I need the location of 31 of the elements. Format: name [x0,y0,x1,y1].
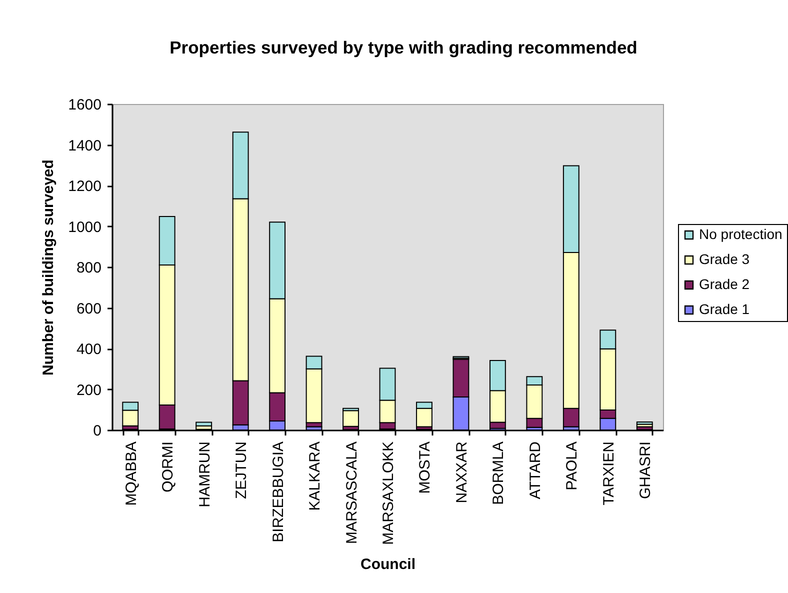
x-tick-label: QORMI [160,442,177,492]
y-tick-label: 200 [76,382,102,399]
x-tick-label: MARSAXLOKK [380,442,397,545]
legend-label: No protection [699,226,782,242]
chart-title: Properties surveyed by type with grading recommended [170,38,638,58]
x-tick-label: MOSTA [416,442,434,494]
x-tick-label: HAMRUN [196,442,214,508]
legend-label: Grade 2 [699,276,750,292]
y-tick-label: 1000 [68,218,102,236]
x-tick-label: KALKARA [306,442,324,511]
x-tick-label: MQABBA [122,442,140,506]
x-tick-label: NAXXAR [453,441,470,504]
y-tick-label: 1200 [68,178,102,195]
y-tick-label: 1400 [68,137,102,154]
y-axis-title: Number of buildings surveyed [40,160,58,376]
x-tick-label: GHASRI [637,442,654,500]
x-tick-label: BORMLA [490,442,508,505]
y-tick-label: 0 [93,422,102,440]
legend-label: Grade 1 [699,301,750,317]
x-axis-title: Council [360,556,416,573]
x-tick-label: PAOLA [564,442,581,490]
x-tick-label: TARXIEN [600,442,618,506]
y-tick-label: 400 [76,341,102,358]
x-tick-label: MARSASCALA [343,442,360,544]
y-tick-label: 800 [76,260,102,276]
legend-label: Grade 3 [699,251,750,267]
y-tick-label: 600 [76,300,102,318]
y-tick-label: 1600 [68,96,102,114]
x-tick-label: ATTARD [526,441,544,500]
x-tick-label: BIRZEBBUGIA [270,442,287,542]
x-tick-label: ZEJTUN [233,442,250,499]
